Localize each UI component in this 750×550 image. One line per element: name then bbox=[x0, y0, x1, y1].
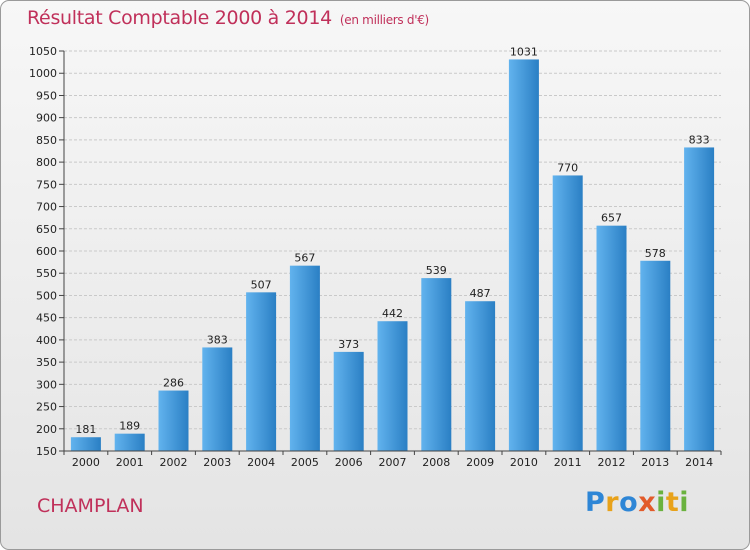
y-tick-label: 1050 bbox=[29, 45, 57, 58]
bar-value-label: 442 bbox=[382, 307, 403, 320]
y-tick-label: 850 bbox=[36, 134, 57, 147]
y-tick-label: 200 bbox=[36, 423, 57, 436]
chart-title: Résultat Comptable 2000 à 2014 (en millie… bbox=[27, 7, 429, 29]
x-tick-label: 2008 bbox=[422, 456, 450, 469]
x-tick-label: 2003 bbox=[203, 456, 231, 469]
logo-letter: o bbox=[619, 487, 639, 518]
logo-letter: P bbox=[585, 487, 606, 518]
bar bbox=[202, 347, 233, 451]
bar bbox=[421, 278, 452, 451]
y-tick-label: 500 bbox=[36, 289, 57, 302]
y-tick-label: 700 bbox=[36, 201, 57, 214]
logo-letter: r bbox=[605, 487, 620, 518]
logo-letter: i bbox=[679, 487, 690, 518]
bar-value-label: 373 bbox=[338, 338, 359, 351]
bar-value-label: 657 bbox=[601, 212, 622, 225]
y-tick-label: 250 bbox=[36, 401, 57, 414]
y-tick-label: 300 bbox=[36, 378, 57, 391]
y-tick-label: 400 bbox=[36, 334, 57, 347]
y-tick-label: 950 bbox=[36, 89, 57, 102]
bar-value-label: 1031 bbox=[510, 45, 538, 58]
bar bbox=[246, 292, 277, 451]
x-axis: 2000 2001 2002 2003 2004 2005 2006 2007 2008 2009… bbox=[63, 450, 722, 469]
x-tick-label: 2012 bbox=[598, 456, 626, 469]
bar bbox=[70, 437, 101, 451]
x-tick-label: 2005 bbox=[291, 456, 319, 469]
y-tick-label: 450 bbox=[36, 312, 57, 325]
bar-value-label: 487 bbox=[470, 287, 491, 300]
bar-value-label: 383 bbox=[207, 333, 228, 346]
y-tick-label: 350 bbox=[36, 356, 57, 369]
bar bbox=[377, 321, 408, 451]
x-tick-label: 2007 bbox=[379, 456, 407, 469]
x-tick-label: 2002 bbox=[160, 456, 188, 469]
y-tick-label: 150 bbox=[36, 445, 57, 458]
bar-value-label: 507 bbox=[251, 278, 272, 291]
x-tick-label: 2013 bbox=[641, 456, 669, 469]
bar bbox=[158, 390, 189, 451]
logo-letter: x bbox=[638, 487, 657, 518]
proxiti-logo: Proxiti bbox=[585, 487, 689, 518]
x-tick-label: 2001 bbox=[116, 456, 144, 469]
bars: 181 189 286 383 507 567 373 442 539 487 1031 770 657… bbox=[70, 45, 715, 451]
x-tick-label: 2014 bbox=[685, 456, 713, 469]
x-tick-label: 2004 bbox=[247, 456, 275, 469]
bar bbox=[596, 225, 627, 451]
y-tick-label: 600 bbox=[36, 245, 57, 258]
x-tick-label: 2009 bbox=[466, 456, 494, 469]
bar bbox=[552, 175, 583, 451]
bar-value-label: 539 bbox=[426, 264, 447, 277]
bar-value-label: 286 bbox=[163, 377, 184, 390]
y-tick-label: 550 bbox=[36, 267, 57, 280]
bar bbox=[684, 147, 715, 451]
y-tick-label: 750 bbox=[36, 178, 57, 191]
bar bbox=[333, 351, 364, 451]
x-tick-label: 2006 bbox=[335, 456, 363, 469]
bar bbox=[465, 301, 496, 451]
bar bbox=[508, 59, 539, 451]
y-tick-label: 650 bbox=[36, 223, 57, 236]
bar-value-label: 181 bbox=[75, 423, 96, 436]
logo-letter: t bbox=[665, 487, 680, 518]
bar-value-label: 189 bbox=[119, 420, 140, 433]
chart-subtitle: (en milliers d'€) bbox=[339, 13, 429, 27]
y-axis: 150 200 250 300 350 400 450 500 550 600 650 700 750 8… bbox=[29, 45, 65, 458]
bar bbox=[114, 433, 145, 451]
y-tick-label: 800 bbox=[36, 156, 57, 169]
bar-value-label: 578 bbox=[645, 247, 666, 260]
y-tick-label: 900 bbox=[36, 112, 57, 125]
bar-value-label: 833 bbox=[689, 133, 710, 146]
bar bbox=[640, 260, 671, 451]
chart-title-text: Résultat Comptable 2000 à 2014 bbox=[27, 7, 332, 29]
logo-letter: i bbox=[656, 487, 666, 518]
bar-value-label: 567 bbox=[294, 252, 315, 265]
x-tick-label: 2000 bbox=[72, 456, 100, 469]
bar bbox=[289, 265, 320, 451]
commune-name: CHAMPLAN bbox=[37, 495, 144, 517]
x-tick-label: 2010 bbox=[510, 456, 538, 469]
bar-value-label: 770 bbox=[557, 161, 578, 174]
x-tick-label: 2011 bbox=[554, 456, 582, 469]
y-tick-label: 1000 bbox=[29, 67, 57, 80]
